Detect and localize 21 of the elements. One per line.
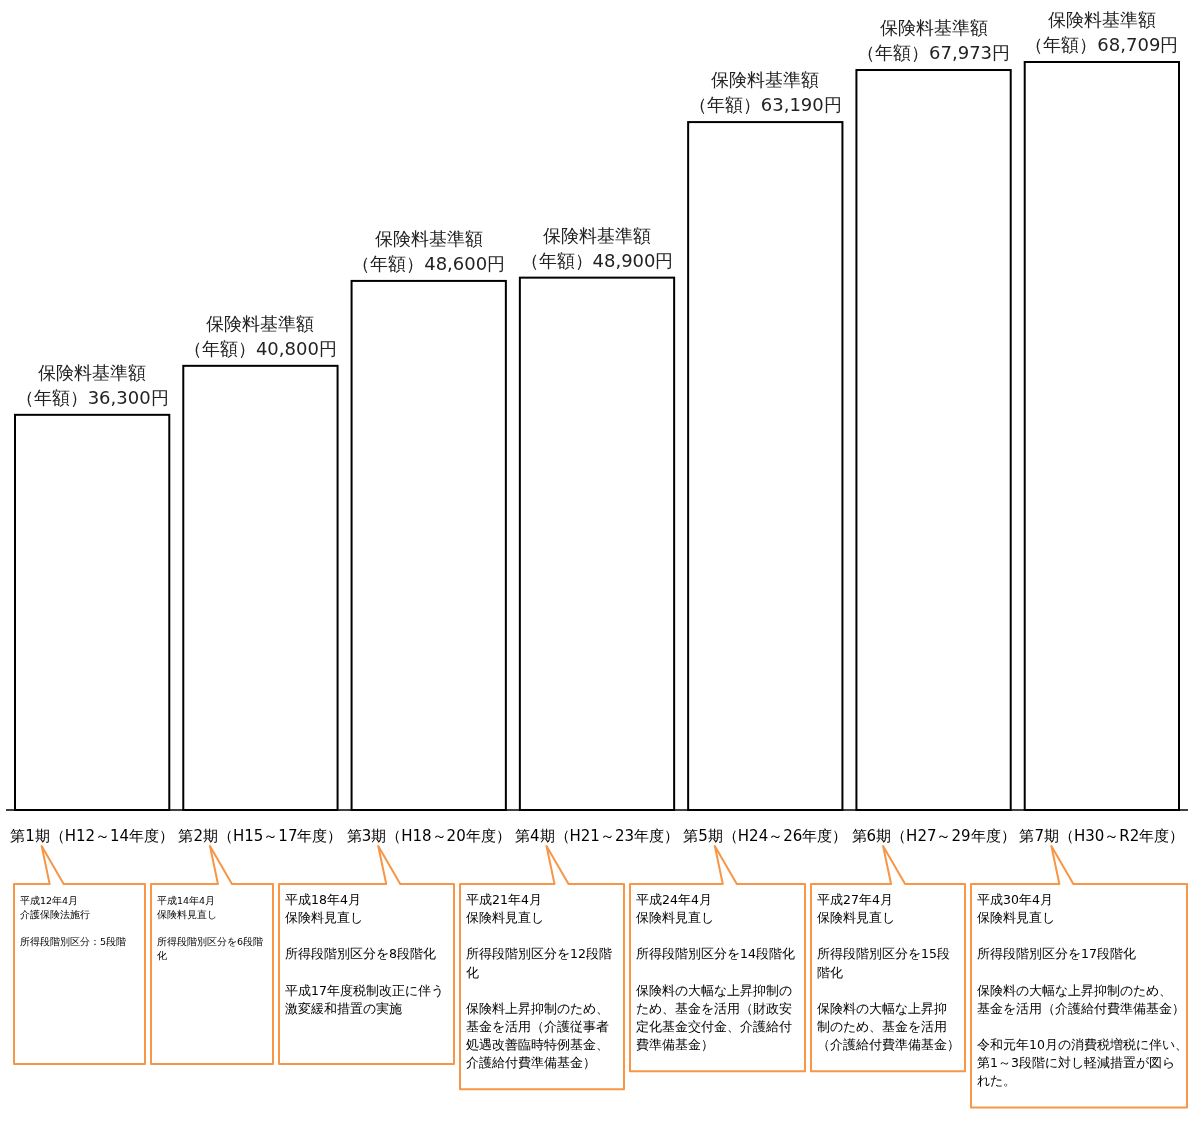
callout: 平成14年4月 保険料見直し 所得段階別区分を6段階化 (150, 845, 274, 1065)
data-label: 保険料基準額（年額）68,709円 (1025, 9, 1179, 55)
data-label: 保険料基準額（年額）36,300円 (15, 361, 169, 408)
callout: 平成18年4月 保険料見直し 所得段階別区分を8段階化 平成17年度税制改正に伴う激変緩和措置の実施 (278, 845, 455, 1065)
callout: 平成21年4月 保険料見直し 所得段階別区分を12段階化 保険料上昇抑制のため、基金を活用（介護従事者処遇改善臨時特例基金、介護給付費準備基金） (459, 845, 625, 1091)
data-label: 保険料基準額（年額）63,190円 (688, 69, 842, 116)
data-label: 保険料基準額（年額）67,973円 (857, 17, 1011, 64)
callout: 平成27年4月 保険料見直し 所得段階別区分を15段階化 保険料の大幅な上昇抑制のため、基金を活用（介護給付費準備基金） (810, 845, 966, 1073)
x-tick-label: 第3期（H18～20年度） (346, 827, 511, 845)
x-tick-label: 第1期（H12～14年度） (10, 827, 175, 845)
x-tick-label: 第7期（H30～R2年度） (1019, 827, 1185, 845)
callout: 平成24年4月 保険料見直し 所得段階別区分を14段階化 保険料の大幅な上昇抑制のため、基金を活用（財政安定化基金交付金、介護給付費準備基金） (629, 845, 806, 1073)
x-tick-label: 第6期（H27～29年度） (851, 827, 1016, 845)
x-tick-label: 第5期（H24～26年度） (683, 827, 848, 845)
x-tick-label: 第4期（H21～23年度） (515, 827, 679, 845)
x-tick-label: 第2期（H15～17年度） (178, 827, 343, 845)
callout: 平成30年4月 保険料見直し 所得段階別区分を17段階化 保険料の大幅な上昇抑制のため、基金を活用（介護給付費準備基金） 令和元年10月の消費税増税に伴い、第1～3段階に対し軽減措置が図られた。 (970, 845, 1188, 1109)
data-label: 保険料基準額（年額）48,600円 (352, 227, 506, 274)
data-label: 保険料基準額（年額）48,900円 (520, 224, 674, 271)
callout: 平成12年4月 介護保険法施行 所得段階別区分：5段階 (13, 845, 146, 1065)
data-label: 保険料基準額（年額）40,800円 (183, 312, 337, 359)
